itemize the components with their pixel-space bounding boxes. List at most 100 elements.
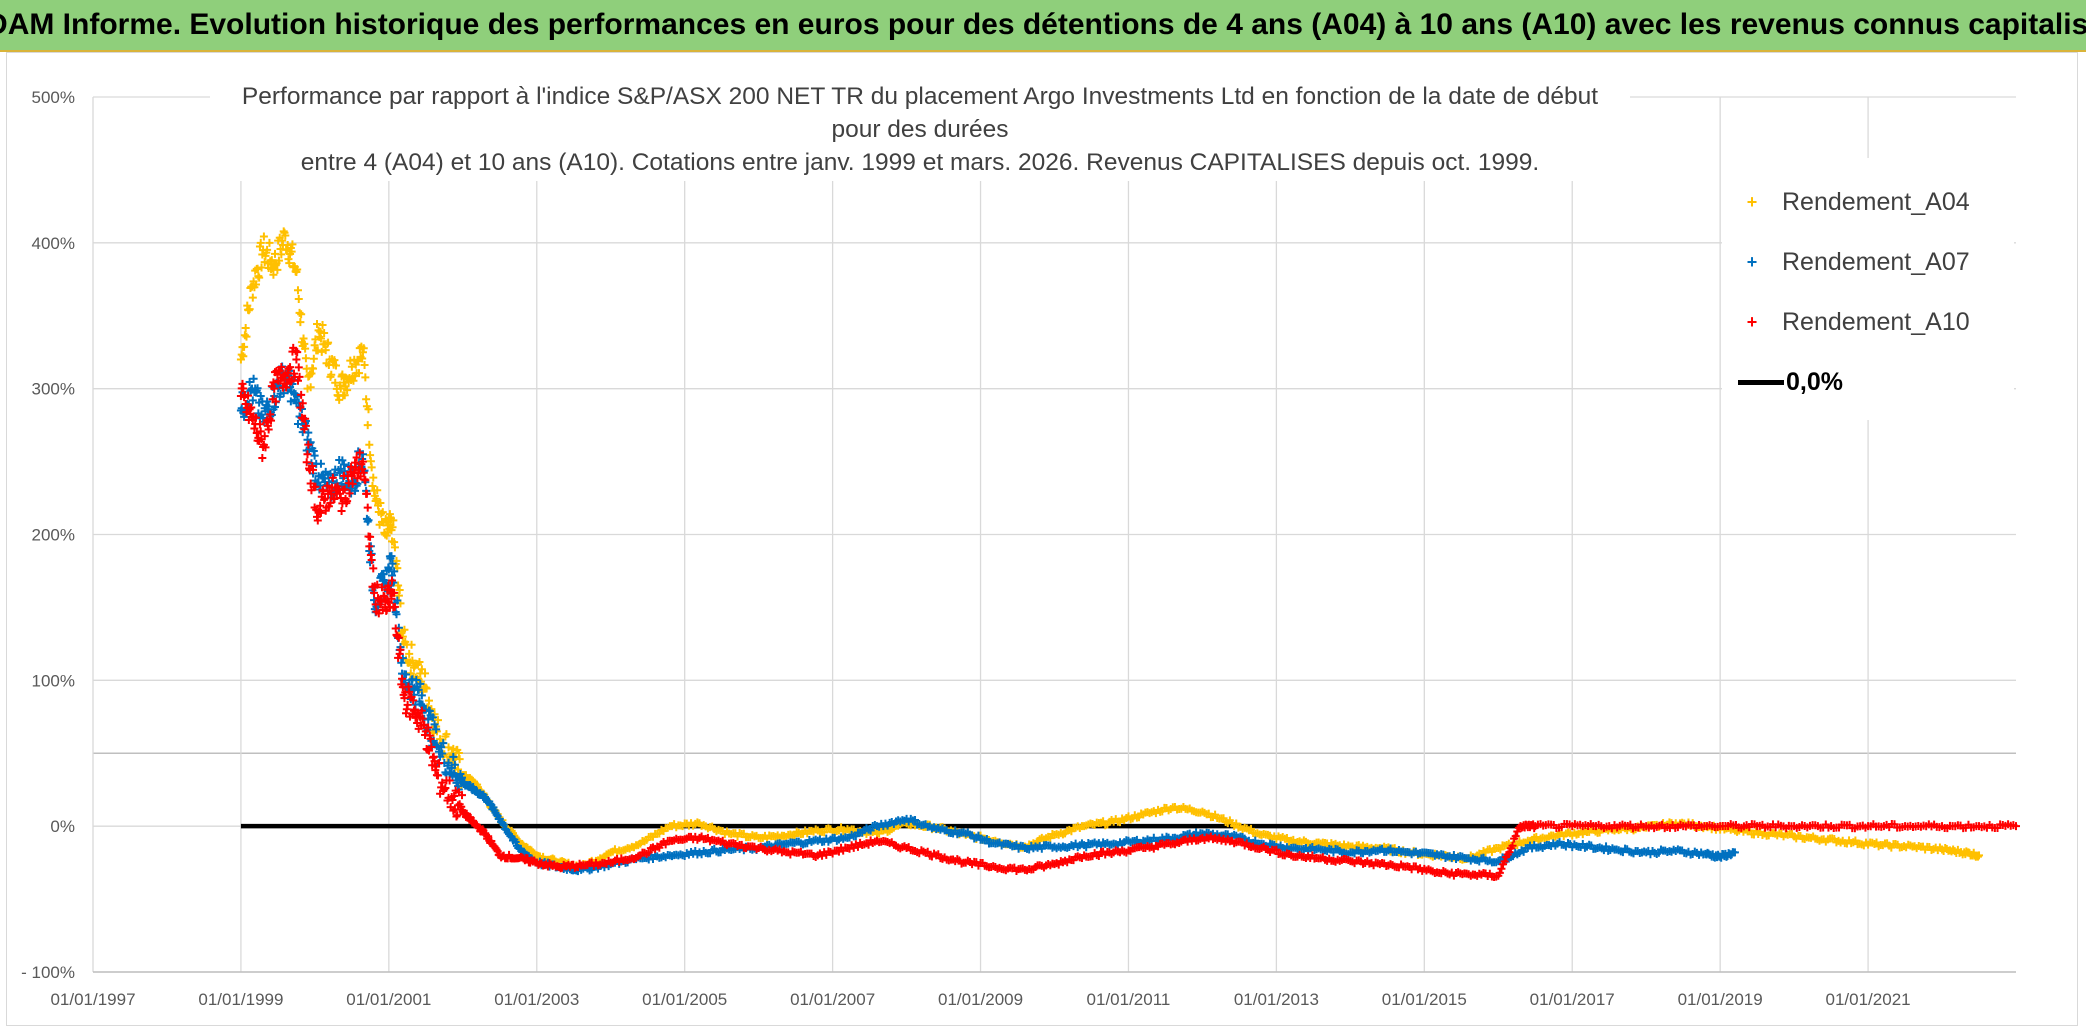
- point-a10: [384, 598, 393, 607]
- point-a04: [790, 832, 799, 841]
- legend-item-a07: + Rendement_A07: [1722, 248, 1970, 277]
- point-a07: [316, 459, 325, 468]
- point-a10: [1511, 832, 1520, 841]
- point-a10: [326, 498, 335, 507]
- point-a04: [369, 473, 378, 482]
- x-tick-label: 01/01/2019: [1678, 990, 1763, 1009]
- point-a10: [337, 507, 346, 516]
- point-a04: [1247, 824, 1256, 833]
- point-a04: [320, 328, 329, 337]
- point-a04: [239, 352, 248, 361]
- point-a04: [389, 516, 398, 525]
- point-a04: [444, 743, 453, 752]
- point-a04: [433, 716, 442, 725]
- point-a10: [358, 457, 367, 466]
- point-a07: [417, 691, 426, 700]
- point-a07: [384, 565, 393, 574]
- point-a07: [253, 384, 262, 393]
- point-a10: [405, 687, 414, 696]
- x-tick-label: 01/01/2011: [1087, 990, 1171, 1009]
- point-a04: [242, 332, 251, 341]
- point-a04: [306, 383, 315, 392]
- point-a04: [388, 523, 397, 532]
- point-a10: [328, 473, 337, 482]
- point-a10: [352, 453, 361, 462]
- point-a10: [343, 497, 352, 506]
- point-a07: [492, 810, 501, 819]
- point-a07: [449, 752, 458, 761]
- point-a07: [519, 847, 528, 856]
- point-a04: [316, 334, 325, 343]
- legend-line-zero: [1738, 380, 1784, 385]
- point-a04: [240, 342, 249, 351]
- x-tick-label: 01/01/2015: [1382, 990, 1467, 1009]
- point-a04: [288, 240, 297, 249]
- point-a07: [716, 848, 725, 857]
- point-a10: [449, 806, 458, 815]
- point-a07: [439, 739, 448, 748]
- point-a04: [377, 509, 386, 518]
- point-a10: [445, 776, 454, 785]
- point-a10: [457, 802, 466, 811]
- point-a10: [409, 696, 418, 705]
- chart-legend: + Rendement_A04 + Rendement_A07 + Rendem…: [1722, 158, 2014, 420]
- point-a04: [301, 354, 310, 363]
- point-a04: [237, 350, 246, 359]
- legend-item-a04: + Rendement_A04: [1722, 188, 1970, 217]
- point-a10: [301, 414, 310, 423]
- point-a04: [296, 318, 305, 327]
- point-a07: [248, 396, 257, 405]
- point-a10: [428, 761, 437, 770]
- point-a04: [367, 463, 376, 472]
- point-a07: [392, 610, 401, 619]
- legend-label-a10: Rendement_A10: [1782, 308, 1970, 336]
- point-a10: [369, 564, 378, 573]
- point-a07: [430, 720, 439, 729]
- point-a04: [255, 273, 264, 282]
- point-a07: [416, 679, 425, 688]
- point-a04: [257, 263, 266, 272]
- point-a04: [343, 386, 352, 395]
- point-a10: [277, 362, 286, 371]
- point-a04: [354, 369, 363, 378]
- point-a04: [327, 370, 336, 379]
- point-a07: [1602, 842, 1611, 851]
- point-a04: [248, 293, 257, 302]
- point-a07: [1730, 848, 1739, 857]
- legend-item-zero: 0,0%: [1722, 368, 1843, 397]
- point-a10: [864, 840, 873, 849]
- point-a10: [367, 555, 376, 564]
- point-a10: [394, 633, 403, 642]
- point-a07: [286, 397, 295, 406]
- x-tick-label: 01/01/1997: [50, 990, 135, 1009]
- point-a10: [1505, 848, 1514, 857]
- point-a10: [311, 482, 320, 491]
- point-a10: [303, 450, 312, 459]
- point-a04: [331, 378, 340, 387]
- point-a10: [298, 399, 307, 408]
- point-a04: [267, 256, 276, 265]
- point-a04: [336, 384, 345, 393]
- point-a10: [316, 501, 325, 510]
- point-a10: [302, 458, 311, 467]
- point-a04: [361, 373, 370, 382]
- x-tick-label: 01/01/2001: [346, 990, 431, 1009]
- point-a07: [450, 760, 459, 769]
- point-a04: [241, 324, 250, 333]
- point-a10: [255, 420, 264, 429]
- point-a07: [310, 451, 319, 460]
- point-a10: [430, 757, 439, 766]
- legend-label-a04: Rendement_A04: [1782, 188, 1970, 216]
- point-a04: [287, 247, 296, 256]
- y-tick-label: 300%: [32, 380, 75, 399]
- point-a10: [363, 503, 372, 512]
- point-a10: [293, 376, 302, 385]
- point-a07: [263, 397, 272, 406]
- point-a04: [240, 331, 249, 340]
- x-tick-label: 01/01/2005: [642, 990, 727, 1009]
- point-a04: [364, 405, 373, 414]
- point-a04: [356, 352, 365, 361]
- point-a07: [388, 559, 397, 568]
- point-a07: [256, 392, 265, 401]
